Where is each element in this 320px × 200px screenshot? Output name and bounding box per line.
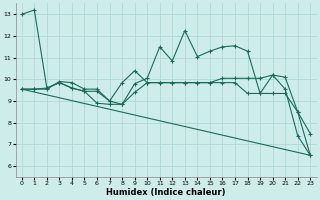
X-axis label: Humidex (Indice chaleur): Humidex (Indice chaleur) <box>106 188 226 197</box>
